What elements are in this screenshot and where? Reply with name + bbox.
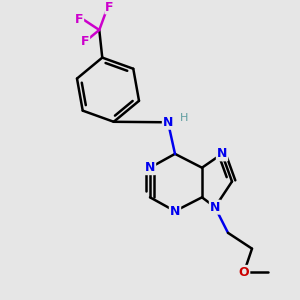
Text: N: N <box>170 205 180 218</box>
Text: N: N <box>163 116 173 129</box>
Text: O: O <box>239 266 249 279</box>
Text: N: N <box>145 161 155 174</box>
Text: N: N <box>217 147 227 161</box>
Text: H: H <box>180 113 188 123</box>
Text: N: N <box>210 201 220 214</box>
Text: F: F <box>105 1 113 14</box>
Text: F: F <box>75 13 83 26</box>
Text: F: F <box>81 35 89 48</box>
